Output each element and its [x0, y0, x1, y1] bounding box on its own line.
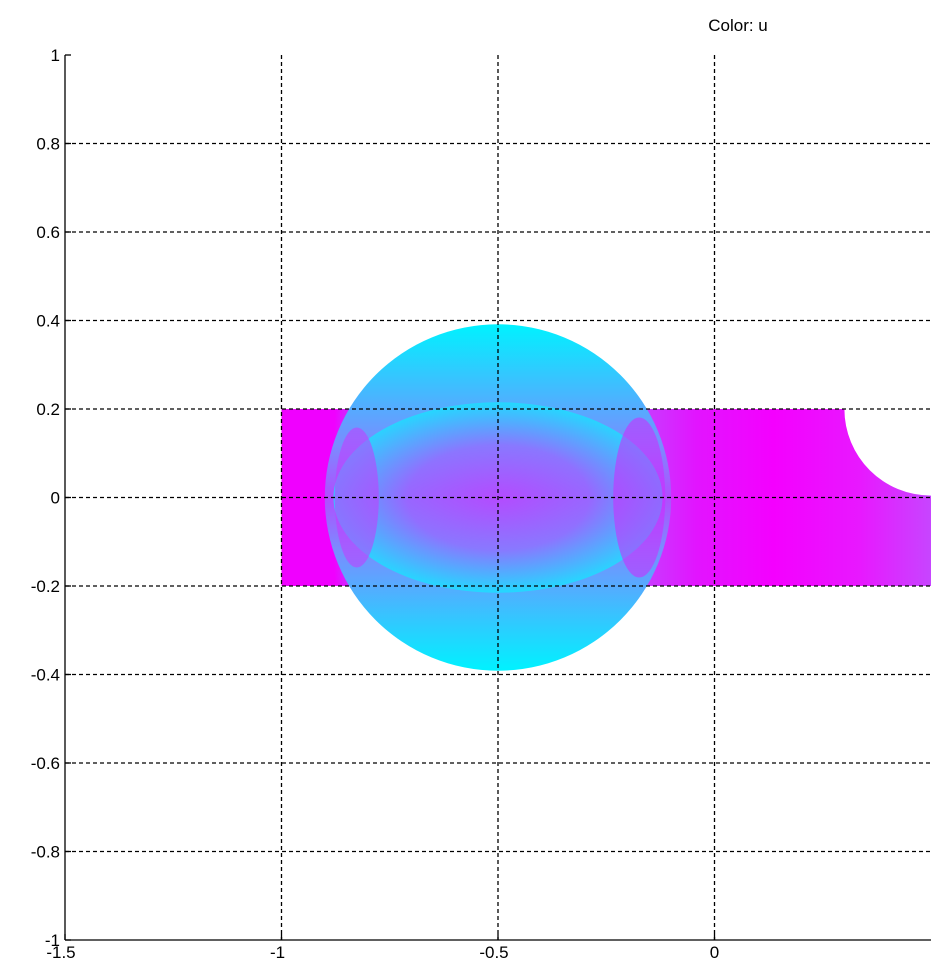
y-tick-label: 0.2 [36, 400, 60, 419]
y-tick-label: 0.6 [36, 223, 60, 242]
y-tick-label: -0.8 [31, 843, 60, 862]
y-tick-label: -0.4 [31, 666, 60, 685]
x-tick-label: -0.5 [479, 943, 508, 962]
grid-layer [65, 55, 931, 940]
y-tick-label: 0 [51, 489, 60, 508]
x-tick-label: -1.5 [46, 943, 75, 962]
y-tick-label: -0.2 [31, 577, 60, 596]
y-tick-label: 0.8 [36, 135, 60, 154]
x-tick-label: 0 [710, 943, 719, 962]
y-tick-label: -0.6 [31, 754, 60, 773]
y-tick-label: -1 [45, 931, 60, 950]
axes-layer: 10.80.60.40.20-0.2-0.4-0.6-0.8-1-1.5 -1 -0… [31, 46, 931, 962]
left-junction-blend [334, 427, 379, 568]
y-tick-label: 0.4 [36, 312, 60, 331]
chart-title: Color: u [708, 16, 768, 35]
x-tick-label: -1 [270, 943, 285, 962]
y-tick-label: 1 [51, 46, 60, 65]
